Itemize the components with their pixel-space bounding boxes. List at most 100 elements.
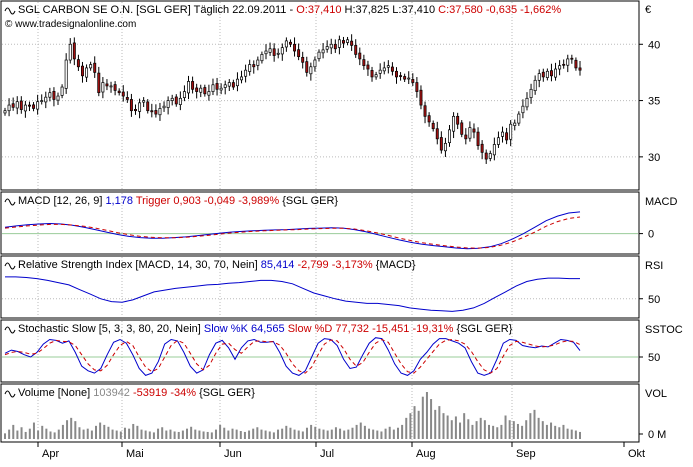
- macd-trigger-label: Trigger: [136, 195, 171, 207]
- volume-bar: [512, 421, 515, 439]
- candle-up: [227, 82, 231, 87]
- volume-bar: [347, 429, 350, 439]
- volume-value: 103942: [93, 387, 130, 399]
- candle-down: [150, 110, 154, 113]
- volume-bar: [252, 428, 255, 439]
- volume-source: {SGL GER}: [199, 387, 255, 399]
- volume-bar: [8, 429, 11, 439]
- volume-bar: [442, 413, 445, 439]
- volume-wave-icon: [4, 390, 16, 398]
- watermark: © www.tradesignalonline.com: [5, 19, 136, 30]
- candle-up: [554, 68, 558, 78]
- candle-down: [146, 101, 150, 112]
- price-y-tick-label: 30: [648, 152, 660, 164]
- candles-layer: [3, 34, 582, 164]
- volume-bar: [231, 428, 234, 439]
- volume-bar: [521, 425, 524, 439]
- candle-down: [484, 152, 488, 160]
- volume-bar: [111, 429, 114, 439]
- candle-down: [476, 131, 480, 146]
- candle-down: [293, 43, 297, 52]
- candle-up: [178, 97, 182, 105]
- candle-up: [509, 123, 513, 140]
- volume-change: -53919: [133, 387, 167, 399]
- volume-bar: [289, 427, 292, 439]
- volume-title: Volume [None]: [18, 387, 90, 399]
- volume-bar: [372, 429, 375, 439]
- volume-bar: [492, 425, 495, 439]
- candle-down: [423, 105, 427, 117]
- volume-bar: [152, 432, 155, 439]
- indicator-y-tick-label: 50: [648, 352, 660, 364]
- volume-bar: [574, 430, 577, 439]
- volume-bar: [554, 425, 557, 439]
- candle-down: [427, 115, 431, 123]
- volume-change-pct: -34%: [170, 387, 196, 399]
- candle-up: [309, 66, 313, 75]
- candle-up: [64, 59, 68, 89]
- volume-bar: [496, 427, 499, 439]
- candle-up: [525, 97, 529, 108]
- candle-down: [342, 40, 345, 44]
- volume-bar: [318, 428, 321, 439]
- candle-down: [76, 59, 80, 68]
- volume-bar: [417, 410, 420, 439]
- candle-up: [211, 84, 215, 92]
- volume-bar: [219, 424, 222, 439]
- candle-down: [52, 90, 56, 100]
- x-tick-label: Aug: [416, 448, 436, 460]
- high-label: H:37,825: [345, 4, 390, 16]
- candle-down: [411, 79, 415, 83]
- currency-axis-title: €: [645, 4, 651, 16]
- volume-bar: [516, 423, 519, 439]
- candle-up: [521, 105, 525, 114]
- volume-bar: [198, 430, 201, 439]
- volume-bar: [425, 392, 428, 439]
- x-tick-label: Apr: [42, 448, 59, 460]
- candle-down: [333, 43, 337, 50]
- volume-bar: [37, 430, 40, 439]
- rsi-title: Relative Strength Index [MACD, 14, 30, 7…: [18, 259, 258, 271]
- volume-bar: [297, 430, 300, 439]
- candle-down: [215, 83, 219, 90]
- axis-layer: Apr Mai Jun Jul Aug Sep Okt 40 35 30 0 50 50 0 M: [37, 39, 666, 460]
- low-label: L:37,410: [392, 4, 435, 16]
- volume-bar: [223, 427, 226, 439]
- change-label: -0,635: [486, 4, 517, 16]
- candle-down: [439, 137, 443, 151]
- volume-bar: [82, 429, 85, 439]
- candle-up: [284, 40, 288, 48]
- candle-up: [60, 86, 64, 96]
- macd-change-pct: -3,989%: [238, 195, 279, 207]
- volume-bar: [70, 417, 73, 439]
- volume-bar: [409, 413, 412, 439]
- candle-up: [545, 70, 549, 78]
- candle-down: [27, 104, 31, 107]
- volume-bar: [339, 428, 342, 439]
- candle-up: [374, 74, 378, 78]
- volume-bar: [128, 428, 131, 439]
- volume-bar: [326, 430, 329, 439]
- candle-up: [44, 96, 48, 103]
- rsi-panel: [0, 255, 640, 319]
- candle-down: [570, 57, 574, 60]
- candle-down: [121, 91, 125, 97]
- price-legend: SGL CARBON SE O.N. [SGL GER] Täglich 22.…: [4, 4, 561, 30]
- candle-down: [464, 134, 468, 140]
- candle-up: [48, 92, 52, 98]
- candle-down: [578, 67, 582, 71]
- volume-bar: [330, 429, 333, 439]
- candle-up: [223, 84, 227, 88]
- volume-bar: [392, 429, 395, 439]
- volume-bar: [562, 424, 565, 439]
- volume-bar: [434, 409, 437, 439]
- volume-bar: [53, 432, 56, 439]
- volume-bar: [243, 431, 246, 439]
- volume-legend: Volume [None] 103942 -53919 -34% {SGL GE…: [4, 387, 255, 399]
- indicator-line-0: [4, 337, 581, 376]
- candle-up: [40, 100, 44, 102]
- volume-bar: [115, 430, 118, 439]
- volume-bar: [454, 416, 457, 439]
- svg-text:SGL CARBON SE O.N. [SGL GER] T: SGL CARBON SE O.N. [SGL GER] Täglich 22.…: [18, 4, 561, 16]
